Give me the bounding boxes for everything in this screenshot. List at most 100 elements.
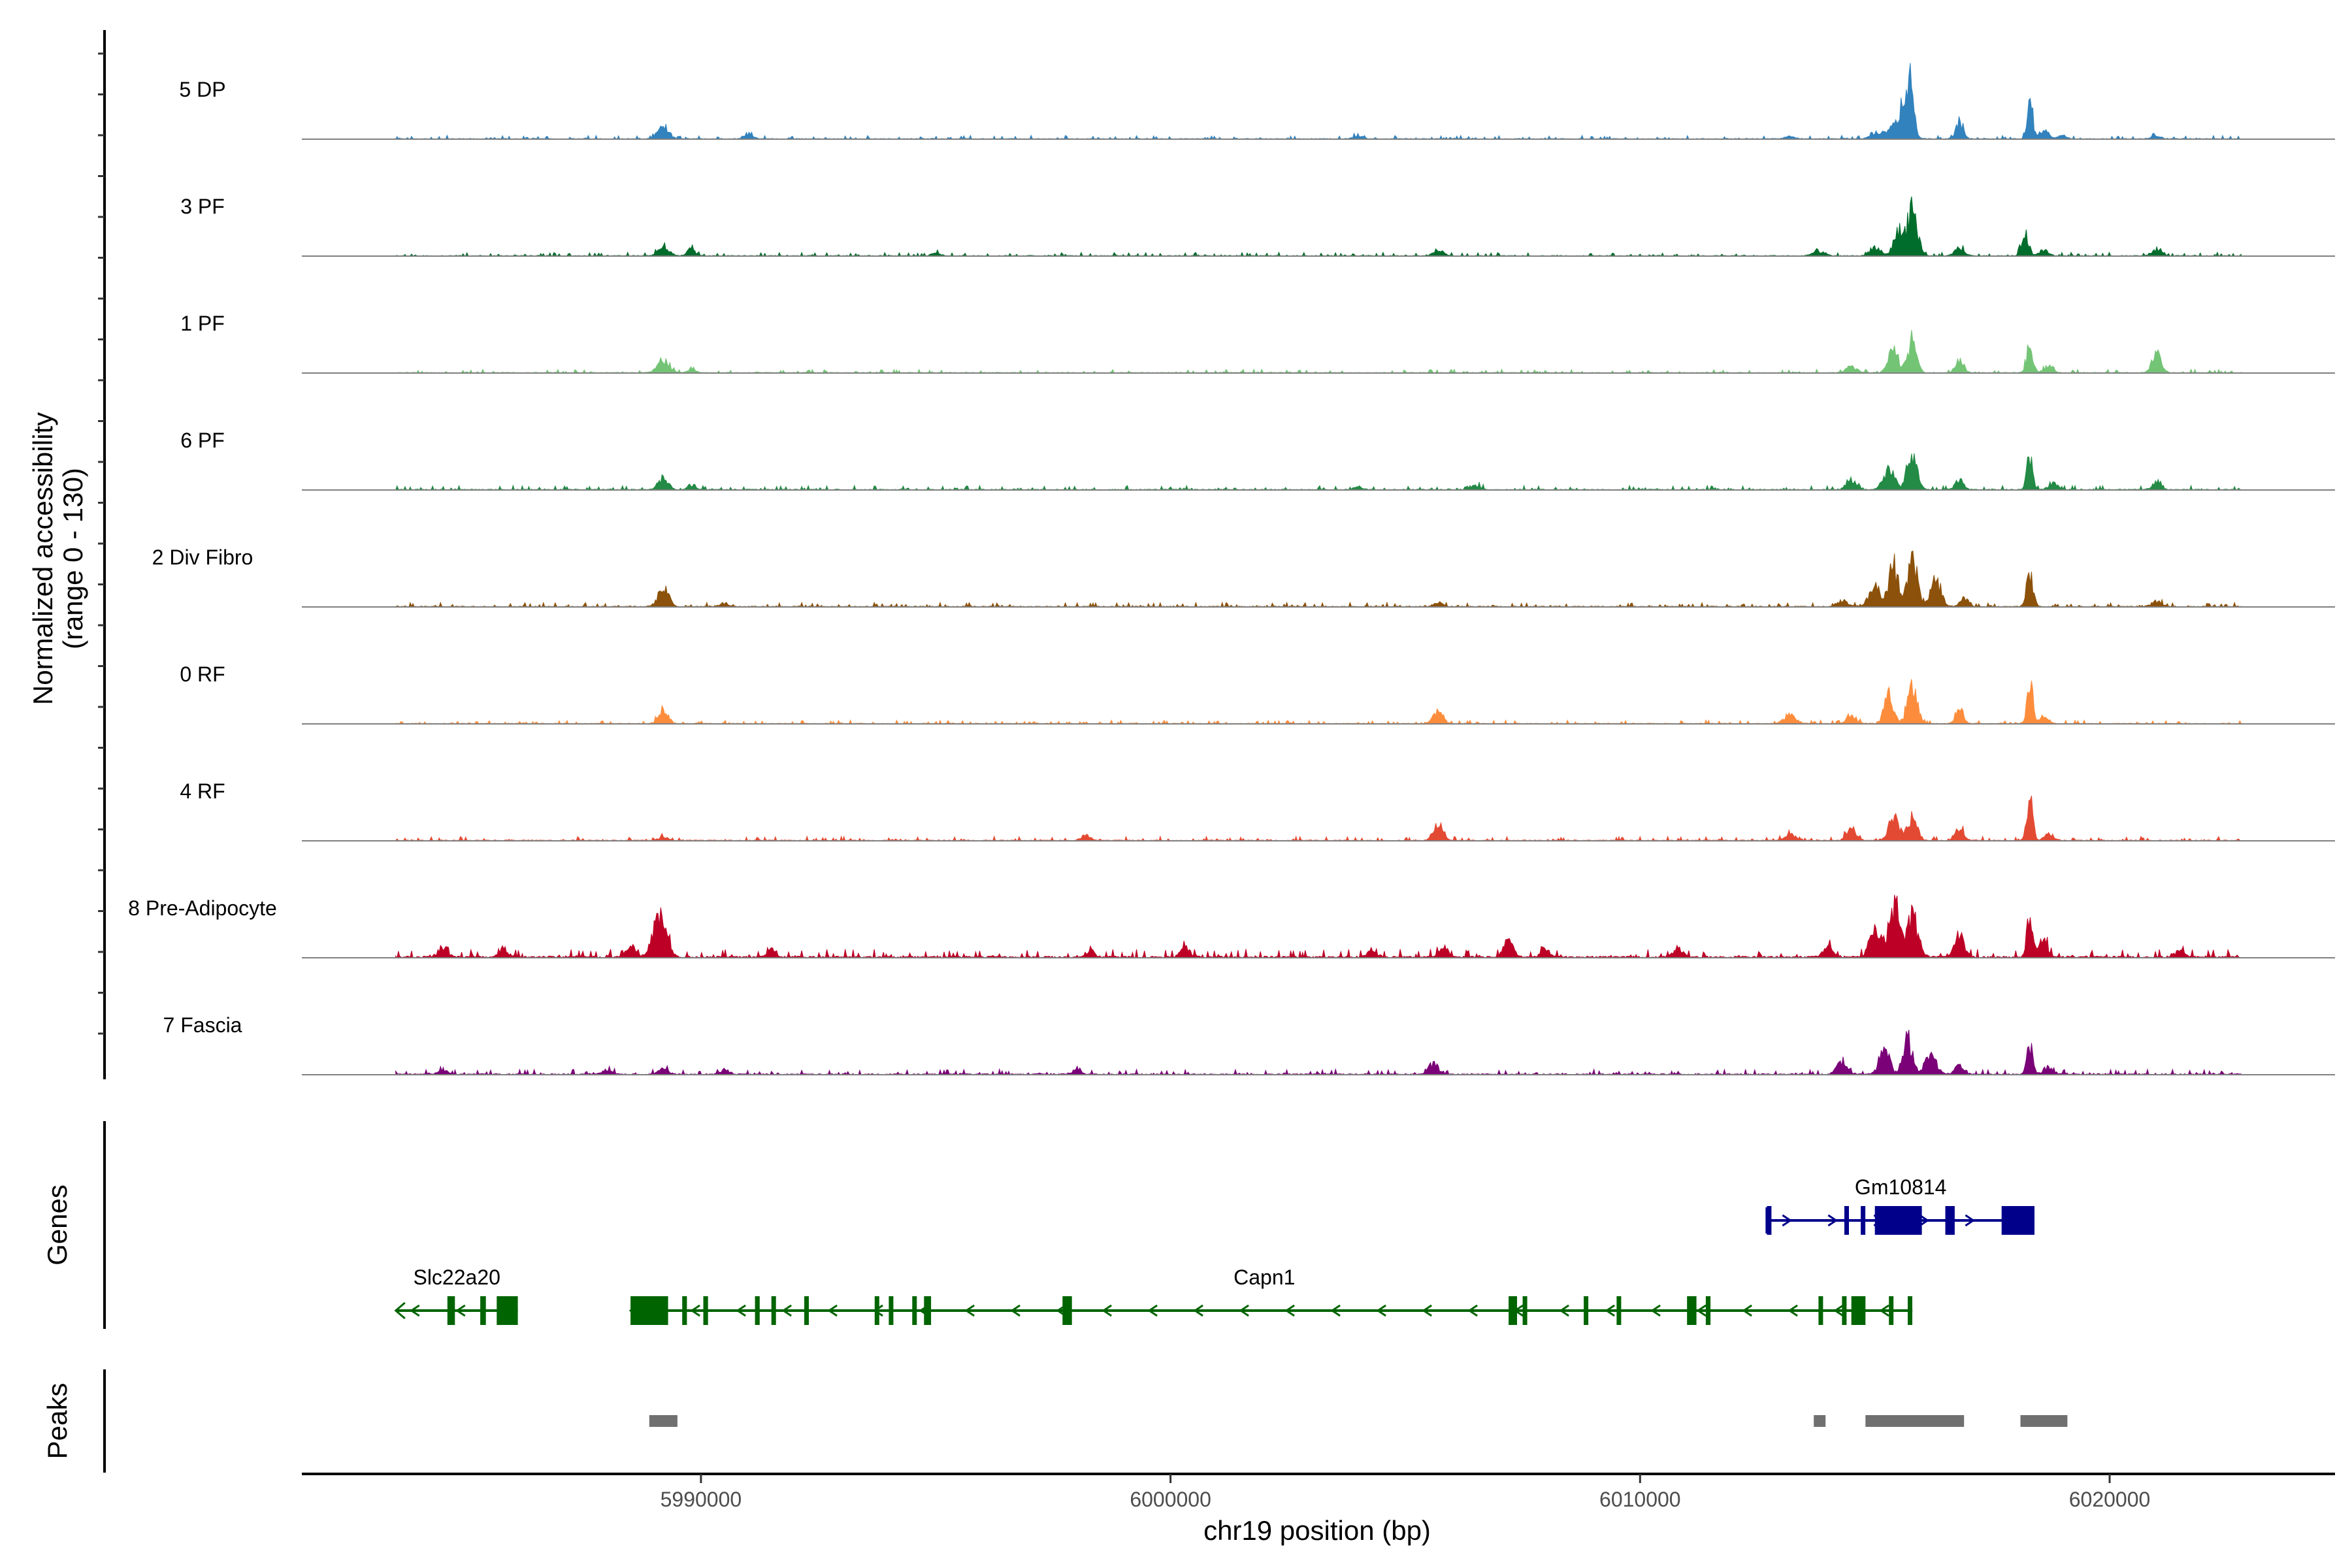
x-axis: 5990000 6000000 6010000 6020000 chr19 posit… — [302, 1473, 2335, 1546]
track-3-pf: 3 PF — [180, 195, 2335, 257]
coverage-tracks: 5 DP 3 PF 1 PF 6 PF 2 Div Fibro 0 RF 4 RF 8 Pre… — [128, 63, 2335, 1076]
exon — [1889, 1296, 1894, 1325]
gene-label: Capn1 — [1233, 1266, 1295, 1289]
exon — [924, 1296, 932, 1325]
track-5-dp: 5 DP — [179, 63, 2335, 140]
coverage-area — [395, 330, 2242, 374]
gene-gm10814: Gm10814 — [1765, 1175, 2035, 1235]
strand-arrow — [1650, 1304, 1661, 1317]
strand-arrow — [1696, 1304, 1707, 1317]
exon — [1584, 1296, 1589, 1325]
exon — [771, 1296, 776, 1325]
gene-label: Slc22a20 — [413, 1266, 500, 1289]
exon — [447, 1296, 455, 1325]
strand-arrow — [690, 1304, 700, 1317]
exon — [1705, 1296, 1711, 1325]
peaks-panel: Peaks — [42, 1369, 2068, 1473]
peak-region — [1814, 1415, 1826, 1427]
strand-arrow — [1422, 1304, 1432, 1317]
exon — [480, 1296, 486, 1325]
strand-arrow — [410, 1304, 420, 1317]
strand-arrow — [781, 1304, 792, 1317]
strand-arrow — [1965, 1214, 1976, 1227]
track-label: 5 DP — [179, 78, 225, 101]
exon — [1062, 1296, 1072, 1325]
genes-panel: Genes Gm10814 Slc22a20 Capn1 — [42, 1121, 2035, 1329]
track-4-rf: 4 RF — [180, 779, 2335, 842]
strand-arrow — [736, 1304, 746, 1317]
peak-regions — [649, 1415, 2068, 1427]
strand-arrow — [1742, 1304, 1752, 1317]
strand-arrow — [1376, 1304, 1386, 1317]
track-label: 3 PF — [180, 195, 225, 218]
genes-panel-title: Genes — [42, 1184, 73, 1266]
strand-arrow — [1147, 1304, 1158, 1317]
exon — [1851, 1296, 1866, 1325]
strand-arrow — [1010, 1304, 1021, 1317]
strand-arrow — [1879, 1304, 1889, 1317]
coverage-area — [395, 63, 2242, 140]
strand-arrow — [1559, 1304, 1569, 1317]
y-axis-title: Normalized accessibility (range 0 - 130) — [27, 412, 88, 705]
exon — [889, 1296, 894, 1325]
exon — [1844, 1206, 1849, 1235]
gene-slc22a20: Slc22a20 — [394, 1266, 518, 1325]
exon — [755, 1296, 760, 1325]
track-label: 1 PF — [180, 312, 225, 335]
x-ticks: 5990000 6000000 6010000 6020000 — [661, 1474, 2151, 1511]
peaks-panel-title: Peaks — [42, 1383, 73, 1460]
strand-arrow — [964, 1304, 975, 1317]
exon — [1767, 1206, 1772, 1235]
track-2-div-fibro: 2 Div Fibro — [152, 546, 2335, 608]
coverage-area — [395, 795, 2242, 842]
exon — [1616, 1296, 1622, 1325]
coverage-area — [395, 196, 2242, 257]
exon — [874, 1296, 879, 1325]
coverage-area — [395, 679, 2242, 725]
x-tick-label: 5990000 — [661, 1488, 742, 1511]
peak-region — [1865, 1415, 1965, 1427]
gene-capn1: Capn1 — [629, 1266, 1913, 1325]
y-axis-title-line1: Normalized accessibility — [27, 412, 58, 705]
y-axis-title-line2: (range 0 - 130) — [57, 468, 88, 649]
strand-arrow — [1827, 1214, 1838, 1227]
strand-arrow — [1919, 1214, 1930, 1227]
exon — [1509, 1296, 1517, 1325]
exon — [630, 1296, 668, 1325]
exon — [804, 1296, 809, 1325]
peak-region — [2020, 1415, 2068, 1427]
exon — [703, 1296, 708, 1325]
strand-arrow — [1788, 1304, 1798, 1317]
strand-arrow — [1330, 1304, 1341, 1317]
gene-models: Gm10814 Slc22a20 Capn1 — [394, 1175, 2035, 1325]
track-label: 4 RF — [180, 779, 225, 803]
exon — [2001, 1206, 2034, 1235]
exon — [497, 1296, 518, 1325]
exon — [1945, 1206, 1955, 1235]
track-label: 6 PF — [180, 429, 225, 452]
x-tick-label: 6000000 — [1130, 1488, 1211, 1511]
exon — [1861, 1206, 1866, 1235]
exon — [1908, 1296, 1912, 1325]
strand-arrow — [1833, 1304, 1844, 1317]
track-label: 0 RF — [180, 662, 225, 686]
exon — [912, 1296, 917, 1325]
strand-arrow — [827, 1304, 838, 1317]
coverage-area — [395, 453, 2242, 491]
track-1-pf: 1 PF — [180, 312, 2335, 374]
exon — [1818, 1296, 1823, 1325]
track-label: 8 Pre-Adipocyte — [128, 896, 277, 920]
strand-arrow — [1193, 1304, 1203, 1317]
strand-arrow — [455, 1304, 466, 1317]
x-tick-label: 6010000 — [1599, 1488, 1681, 1511]
track-0-rf: 0 RF — [180, 662, 2335, 725]
gene-label: Gm10814 — [1855, 1175, 1947, 1199]
track-6-pf: 6 PF — [180, 429, 2335, 491]
track-label: 2 Div Fibro — [152, 546, 253, 569]
strand-arrow — [1605, 1304, 1615, 1317]
strand-arrow — [1467, 1304, 1478, 1317]
track-label: 7 Fascia — [163, 1013, 242, 1037]
peak-region — [649, 1415, 678, 1427]
x-tick-label: 6020000 — [2069, 1488, 2151, 1511]
